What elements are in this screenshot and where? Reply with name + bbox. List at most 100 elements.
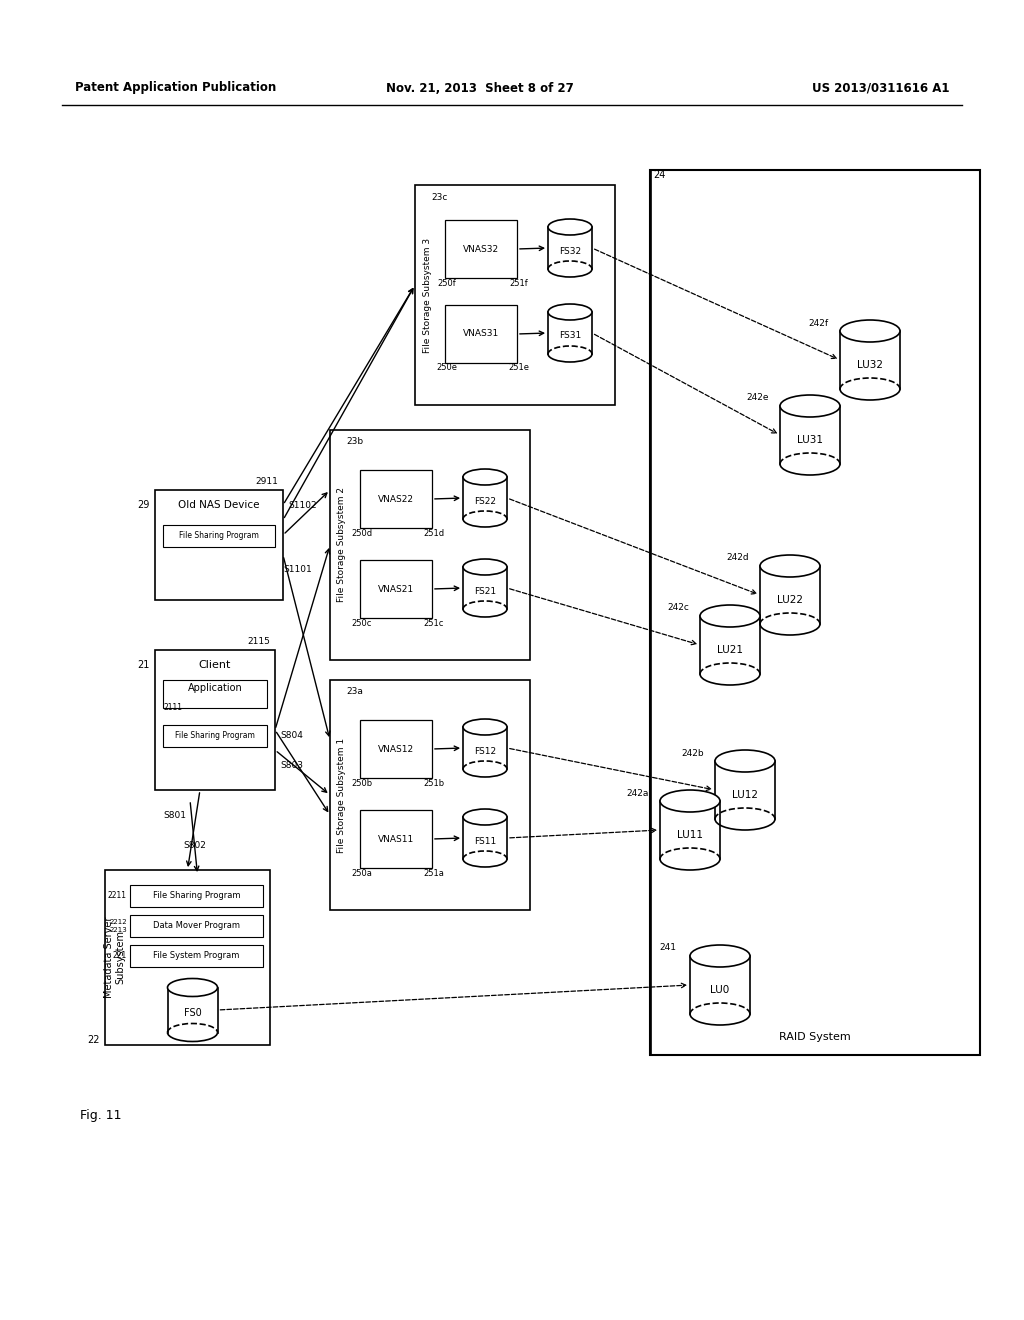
Text: 251a: 251a [424,869,444,878]
Text: Fig. 11: Fig. 11 [80,1109,122,1122]
Ellipse shape [760,554,820,577]
Text: 250d: 250d [351,528,373,537]
Text: FS22: FS22 [474,496,496,506]
Text: 2211: 2211 [108,891,127,900]
Text: FS12: FS12 [474,747,496,755]
Bar [155,649,275,789]
Text: 2115: 2115 [247,638,270,647]
Ellipse shape [548,219,592,235]
Text: FS0: FS0 [183,1008,202,1018]
Text: VNAS22: VNAS22 [378,495,414,503]
Text: S1102: S1102 [289,500,317,510]
Text: FS32: FS32 [559,247,581,256]
Bar [130,945,263,968]
Text: 2111: 2111 [163,704,182,713]
Text: 21: 21 [137,660,150,671]
Text: 250c: 250c [352,619,372,627]
Text: LU22: LU22 [777,595,803,605]
Text: 250f: 250f [437,279,457,288]
Text: 23b: 23b [346,437,364,446]
Text: File System Program: File System Program [154,952,240,961]
Text: S803: S803 [280,760,303,770]
Text: S1101: S1101 [284,565,312,574]
Bar [155,490,283,601]
Bar [330,430,530,660]
Text: Data Mover Program: Data Mover Program [153,921,240,931]
Bar [360,470,432,528]
Text: Metadata Server
Subsystem: Metadata Server Subsystem [104,917,126,998]
Ellipse shape [715,750,775,772]
Ellipse shape [463,719,507,735]
Text: LU31: LU31 [797,436,823,445]
Ellipse shape [840,319,900,342]
Bar [105,870,270,1045]
Bar [130,884,263,907]
Text: 250e: 250e [436,363,458,372]
Text: VNAS21: VNAS21 [378,585,414,594]
Ellipse shape [548,304,592,319]
Text: 2212
2213: 2212 2213 [110,920,127,932]
Bar [445,305,517,363]
Text: FS11: FS11 [474,837,496,846]
Text: 242d: 242d [727,553,750,562]
Text: US 2013/0311616 A1: US 2013/0311616 A1 [812,82,950,95]
Text: 251e: 251e [509,363,529,372]
Bar [463,817,507,859]
Text: VNAS32: VNAS32 [463,244,499,253]
Bar [715,762,775,818]
Bar [463,568,507,609]
Bar [445,220,517,279]
Bar [650,170,980,1055]
Bar [360,560,432,618]
Bar [463,727,507,770]
Text: VNAS11: VNAS11 [378,834,414,843]
Text: S801: S801 [164,810,186,820]
Text: File Storage Subsystem 3: File Storage Subsystem 3 [423,238,431,352]
Text: 251b: 251b [424,779,444,788]
Text: VNAS31: VNAS31 [463,330,499,338]
Text: 251f: 251f [510,279,528,288]
Text: Application: Application [187,682,243,693]
Text: 242f: 242f [808,318,828,327]
Ellipse shape [660,789,720,812]
Text: FS21: FS21 [474,586,496,595]
Bar [163,525,275,546]
Text: LU0: LU0 [711,985,730,995]
Ellipse shape [463,469,507,484]
Bar [840,331,900,389]
Text: S802: S802 [183,841,207,850]
Bar [700,616,760,675]
Bar [360,719,432,777]
Text: 29: 29 [137,500,150,510]
Text: 242a: 242a [627,788,649,797]
Ellipse shape [700,605,760,627]
Bar [360,810,432,869]
Bar [760,566,820,624]
Ellipse shape [168,978,217,997]
Text: VNAS12: VNAS12 [378,744,414,754]
Text: 221: 221 [113,952,127,961]
Ellipse shape [463,558,507,576]
Text: FS31: FS31 [559,331,582,341]
Text: 250a: 250a [351,869,373,878]
Text: File Storage Subsystem 2: File Storage Subsystem 2 [338,487,346,602]
Text: File Storage Subsystem 1: File Storage Subsystem 1 [338,738,346,853]
Bar [660,801,720,859]
Text: LU12: LU12 [732,789,758,800]
Bar [463,477,507,519]
Text: 251d: 251d [424,528,444,537]
Text: Nov. 21, 2013  Sheet 8 of 27: Nov. 21, 2013 Sheet 8 of 27 [386,82,573,95]
Text: File Sharing Program: File Sharing Program [179,532,259,540]
Text: LU11: LU11 [677,830,703,840]
Text: 242c: 242c [667,603,689,612]
Text: LU21: LU21 [717,645,743,655]
Text: RAID System: RAID System [779,1032,851,1041]
Bar [415,185,615,405]
Bar [690,956,750,1014]
Text: Client: Client [199,660,231,671]
Text: 241: 241 [659,944,677,953]
Text: 23a: 23a [346,688,364,697]
Text: 242b: 242b [682,748,705,758]
Text: 22: 22 [87,1035,100,1045]
Bar [163,725,267,747]
